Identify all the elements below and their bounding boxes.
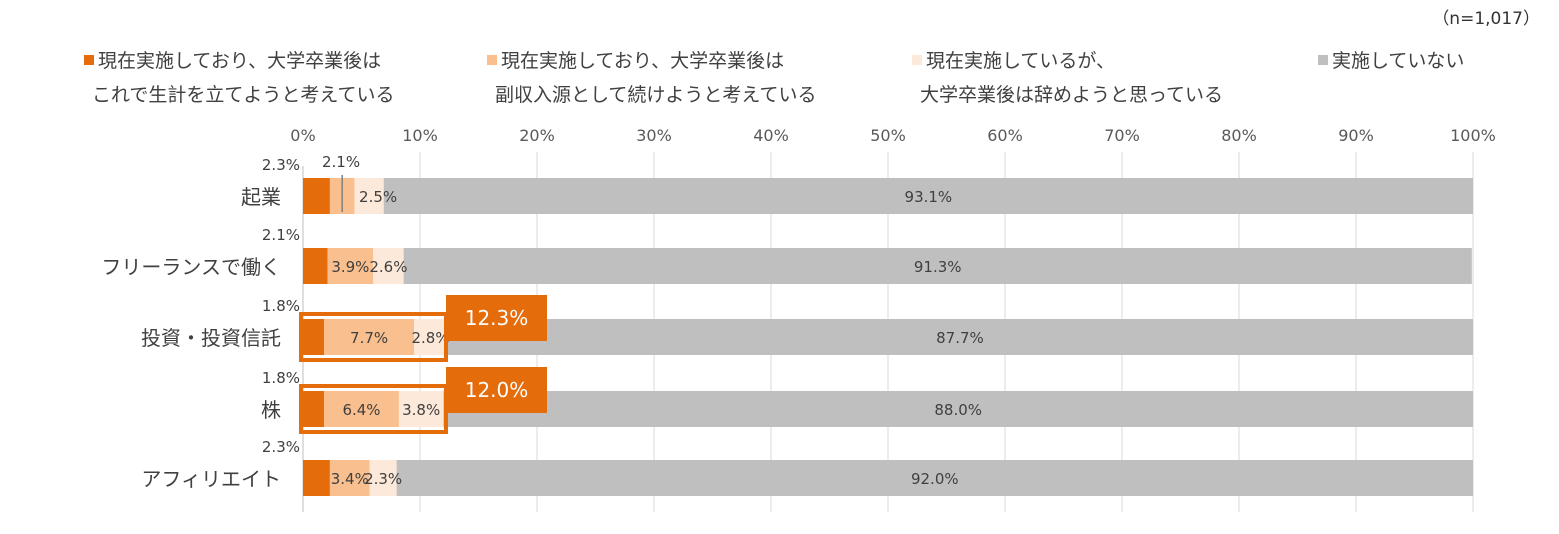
category-label: 株 (261, 398, 281, 422)
legend-swatch (912, 55, 922, 65)
highlight-callout (446, 367, 547, 413)
data-label: 2.1% (262, 226, 300, 244)
legend-label-line2: 副収入源として続けようと考えている (495, 84, 816, 106)
data-label: 87.7% (936, 329, 984, 347)
data-label: 3.9% (331, 258, 369, 276)
data-labels: 2.3% 2.1% 2.5% 93.1% 2.1% 3.9% 2.6% 91.3% 1.8% 7.… (262, 153, 984, 488)
bar-segment (354, 178, 384, 214)
category-label: フリーランスで働く (101, 255, 281, 279)
bar-segment (327, 248, 374, 284)
data-label: 2.5% (359, 188, 397, 206)
legend-label: 実施していない (1332, 50, 1464, 72)
bar-segment (373, 248, 404, 284)
sample-size-note: （n=1,017） (1432, 9, 1540, 29)
legend-swatch (487, 55, 497, 65)
bar-segment (303, 460, 330, 496)
category-label: 起業 (241, 185, 281, 209)
legend-label: 現在実施しているが、 (926, 50, 1115, 72)
legend-label-line2: 大学卒業後は辞めようと思っている (920, 84, 1223, 106)
highlight-callout-label: 12.0% (465, 378, 529, 402)
x-tick-label: 50% (870, 126, 906, 145)
data-label: 1.8% (262, 369, 300, 387)
bar-segment (396, 460, 1474, 496)
bar-segment (446, 319, 1473, 355)
data-label: 93.1% (905, 188, 953, 206)
legend-label-line2: これで生計を立てようと考えている (92, 84, 394, 106)
data-label: 2.3% (262, 156, 300, 174)
data-label: 1.8% (262, 297, 300, 315)
bar-segment (303, 319, 325, 355)
data-label: 3.8% (402, 401, 440, 419)
x-tick-label: 100% (1450, 126, 1496, 145)
data-label: 7.7% (350, 329, 388, 347)
bar-segment (303, 248, 328, 284)
x-tick-label: 60% (987, 126, 1023, 145)
bar-segment (329, 460, 370, 496)
x-tick-label: 40% (753, 126, 789, 145)
category-label: 投資・投資信託 (141, 326, 281, 350)
bars (303, 178, 1474, 496)
legend-swatch (84, 55, 94, 65)
legend-swatch (1318, 55, 1328, 65)
data-label: 2.1% (322, 153, 360, 171)
x-tick-label: 90% (1338, 126, 1374, 145)
data-label: 2.3% (262, 438, 300, 456)
bar-segment (324, 391, 399, 427)
data-label: 2.8% (411, 329, 449, 347)
x-tick-label: 0% (290, 126, 315, 145)
bar-segment (303, 391, 325, 427)
x-tick-label: 30% (636, 126, 672, 145)
data-label: 6.4% (342, 401, 380, 419)
highlights: 12.3% 12.0% (299, 295, 547, 434)
bar-segment (324, 319, 415, 355)
legend-label: 現在実施しており、大学卒業後は (98, 50, 381, 72)
bar-segment (403, 248, 1472, 284)
x-tick-label: 10% (402, 126, 438, 145)
data-label: 91.3% (914, 258, 962, 276)
data-label: 92.0% (911, 470, 959, 488)
x-tick-label: 70% (1104, 126, 1140, 145)
highlight-callout (446, 295, 547, 341)
bar-segment (303, 178, 330, 214)
x-tick-label: 80% (1221, 126, 1257, 145)
data-label: 88.0% (934, 401, 982, 419)
data-label: 3.4% (331, 470, 369, 488)
bar-segment (383, 178, 1474, 214)
highlight-callout-label: 12.3% (465, 306, 529, 330)
x-axis: 0% 10% 20% 30% 40% 50% 60% 70% 80% 90% 100% 起業フリーラン… (101, 126, 1496, 512)
data-label: 2.6% (369, 258, 407, 276)
bar-segment (398, 391, 444, 427)
bar-segment (443, 391, 1473, 427)
bar-segment (369, 460, 397, 496)
data-label: 2.3% (364, 470, 402, 488)
bar-segment (414, 319, 447, 355)
x-tick-label: 20% (519, 126, 555, 145)
legend-label: 現在実施しており、大学卒業後は (501, 50, 784, 72)
category-label: アフィリエイト (141, 467, 281, 491)
